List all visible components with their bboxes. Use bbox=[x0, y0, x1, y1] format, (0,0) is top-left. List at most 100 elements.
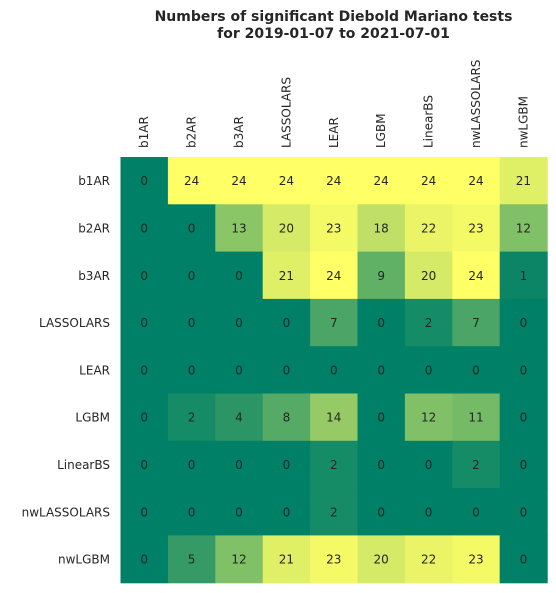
cell-value-label: 0 bbox=[235, 363, 243, 377]
heatmap-cell-nwLGBM-LASSOLARS bbox=[262, 535, 311, 584]
heatmap-cell-LEAR-b2AR bbox=[167, 346, 216, 395]
row-tick-label: b1AR bbox=[78, 174, 110, 188]
cell-value-label: 0 bbox=[235, 316, 243, 330]
heatmap-cell-LinearBS-b3AR bbox=[215, 440, 264, 489]
cell-value-label: 0 bbox=[520, 363, 528, 377]
cell-value-label: 18 bbox=[374, 221, 389, 235]
heatmap-cell-LASSOLARS-LEAR bbox=[310, 298, 359, 347]
cell-value-label: 2 bbox=[188, 411, 196, 425]
heatmap-cell-LinearBS-b1AR bbox=[120, 440, 169, 489]
cell-value-label: 7 bbox=[472, 316, 480, 330]
row-tick-label: LEAR bbox=[79, 363, 110, 377]
cell-value-label: 0 bbox=[140, 174, 148, 188]
heatmap-cell-LGBM-LASSOLARS bbox=[262, 393, 311, 442]
cell-value-label: 0 bbox=[425, 458, 433, 472]
row-tick-label: LASSOLARS bbox=[39, 316, 110, 330]
heatmap-cell-b1AR-LinearBS bbox=[404, 157, 453, 205]
row-tick-label: LGBM bbox=[75, 411, 110, 425]
cell-value-label: 0 bbox=[140, 458, 148, 472]
cell-value-label: 22 bbox=[421, 553, 436, 567]
cell-value-label: 0 bbox=[235, 269, 243, 283]
cell-value-label: 2 bbox=[472, 458, 480, 472]
cell-value-label: 0 bbox=[188, 221, 196, 235]
cell-value-label: 0 bbox=[140, 316, 148, 330]
heatmap-cell-nwLGBM-LEAR bbox=[310, 535, 359, 584]
heatmap-cell-b2AR-LEAR bbox=[310, 204, 359, 253]
cell-value-label: 0 bbox=[188, 269, 196, 283]
column-tick-label: b2AR bbox=[185, 116, 199, 148]
cell-value-label: 0 bbox=[140, 553, 148, 567]
cell-value-label: 0 bbox=[330, 363, 338, 377]
cell-value-label: 20 bbox=[279, 221, 294, 235]
heatmap-cell-b2AR-nwLGBM bbox=[499, 204, 548, 253]
cell-value-label: 5 bbox=[188, 553, 196, 567]
heatmap-cell-LASSOLARS-nwLASSOLARS bbox=[452, 298, 501, 347]
heatmap-cell-nwLASSOLARS-LASSOLARS bbox=[262, 488, 311, 536]
row-tick-label: nwLGBM bbox=[58, 553, 110, 567]
heatmap-cell-b1AR-LASSOLARS bbox=[262, 157, 311, 205]
heatmap-cell-b3AR-b1AR bbox=[120, 251, 169, 300]
cell-value-label: 0 bbox=[472, 505, 480, 519]
heatmap-cell-LGBM-LEAR bbox=[310, 393, 359, 442]
heatmap-cell-nwLASSOLARS-b2AR bbox=[167, 488, 216, 536]
cell-value-label: 21 bbox=[279, 269, 294, 283]
heatmap-cell-b3AR-LinearBS bbox=[404, 251, 453, 300]
heatmap-cell-LGBM-LinearBS bbox=[404, 393, 453, 442]
heatmap-cell-b3AR-nwLASSOLARS bbox=[452, 251, 501, 300]
heatmap-cell-LEAR-nwLASSOLARS bbox=[452, 346, 501, 395]
cell-value-label: 23 bbox=[468, 221, 483, 235]
heatmap-cell-LEAR-b3AR bbox=[215, 346, 264, 395]
cell-value-label: 0 bbox=[377, 458, 385, 472]
cell-value-label: 0 bbox=[472, 363, 480, 377]
heatmap-cell-LASSOLARS-b1AR bbox=[120, 298, 169, 347]
cell-value-label: 0 bbox=[140, 269, 148, 283]
heatmap-cell-b2AR-b2AR bbox=[167, 204, 216, 253]
heatmap-cell-b3AR-LEAR bbox=[310, 251, 359, 300]
cell-value-label: 0 bbox=[140, 505, 148, 519]
heatmap-cell-nwLASSOLARS-LEAR bbox=[310, 488, 359, 536]
heatmap-cell-LGBM-b3AR bbox=[215, 393, 264, 442]
cell-value-label: 0 bbox=[283, 316, 291, 330]
cell-value-label: 0 bbox=[235, 505, 243, 519]
heatmap-cell-LinearBS-LEAR bbox=[310, 440, 359, 489]
cell-value-label: 20 bbox=[374, 553, 389, 567]
cell-value-label: 12 bbox=[421, 411, 436, 425]
heatmap-cell-nwLGBM-b3AR bbox=[215, 535, 264, 584]
cell-value-label: 0 bbox=[283, 505, 291, 519]
heatmap-cell-nwLGBM-b2AR bbox=[167, 535, 216, 584]
heatmap-cell-LGBM-b1AR bbox=[120, 393, 169, 442]
cell-value-label: 24 bbox=[184, 174, 199, 188]
cell-value-label: 2 bbox=[330, 458, 338, 472]
cell-value-label: 11 bbox=[468, 411, 483, 425]
cell-value-label: 0 bbox=[283, 458, 291, 472]
heatmap-cell-nwLGBM-LinearBS bbox=[404, 535, 453, 584]
cell-value-label: 0 bbox=[520, 411, 528, 425]
cell-value-label: 23 bbox=[468, 553, 483, 567]
cell-value-label: 0 bbox=[283, 363, 291, 377]
heatmap-cell-LEAR-LGBM bbox=[357, 346, 406, 395]
cell-value-label: 21 bbox=[279, 553, 294, 567]
row-tick-label: LinearBS bbox=[57, 458, 110, 472]
row-tick-label: b2AR bbox=[78, 221, 110, 235]
heatmap-cell-b2AR-b3AR bbox=[215, 204, 264, 253]
column-tick-label: b3AR bbox=[232, 116, 246, 148]
cell-value-label: 24 bbox=[468, 174, 483, 188]
heatmap-cell-LGBM-nwLGBM bbox=[499, 393, 548, 442]
heatmap-cell-b3AR-nwLGBM bbox=[499, 251, 548, 300]
heatmap-cell-nwLGBM-b1AR bbox=[120, 535, 169, 584]
row-tick-label: nwLASSOLARS bbox=[22, 505, 110, 519]
heatmap-cell-b1AR-nwLGBM bbox=[499, 157, 548, 205]
cell-value-label: 0 bbox=[425, 363, 433, 377]
heatmap-cell-b1AR-nwLASSOLARS bbox=[452, 157, 501, 205]
cell-value-label: 0 bbox=[520, 553, 528, 567]
cell-value-label: 1 bbox=[520, 269, 528, 283]
heatmap-cell-b2AR-LGBM bbox=[357, 204, 406, 253]
chart-title-line-2: for 2019-01-07 to 2021-07-01 bbox=[217, 26, 450, 42]
heatmap-cell-LGBM-LGBM bbox=[357, 393, 406, 442]
heatmap-cell-b2AR-b1AR bbox=[120, 204, 169, 253]
heatmap-cell-b1AR-b3AR bbox=[215, 157, 264, 205]
heatmap-cell-b1AR-b2AR bbox=[167, 157, 216, 205]
heatmap-cell-b2AR-nwLASSOLARS bbox=[452, 204, 501, 253]
